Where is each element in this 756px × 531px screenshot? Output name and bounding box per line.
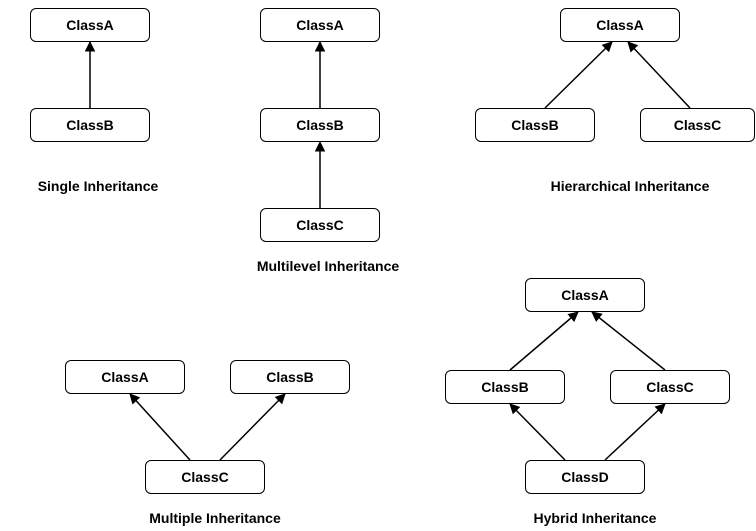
hybrid-class-c: ClassC: [610, 370, 730, 404]
node-label: ClassC: [646, 379, 693, 395]
multiple-class-b: ClassB: [230, 360, 350, 394]
node-label: ClassB: [296, 117, 343, 133]
hierarchical-class-a: ClassA: [560, 8, 680, 42]
node-label: ClassC: [296, 217, 343, 233]
single-caption: Single Inheritance: [18, 178, 178, 194]
node-label: ClassA: [296, 17, 343, 33]
node-label: ClassA: [561, 287, 608, 303]
multilevel-class-c: ClassC: [260, 208, 380, 242]
hybrid-class-a: ClassA: [525, 278, 645, 312]
node-label: ClassA: [596, 17, 643, 33]
hybrid-caption: Hybrid Inheritance: [510, 510, 680, 526]
hierarchical-caption: Hierarchical Inheritance: [530, 178, 730, 194]
diagram-canvas: ClassA ClassB Single Inheritance ClassA …: [0, 0, 756, 531]
multilevel-class-b: ClassB: [260, 108, 380, 142]
multiple-class-c: ClassC: [145, 460, 265, 494]
node-label: ClassB: [266, 369, 313, 385]
single-class-a: ClassA: [30, 8, 150, 42]
hierarchical-class-b: ClassB: [475, 108, 595, 142]
hybrid-class-d: ClassD: [525, 460, 645, 494]
node-label: ClassA: [101, 369, 148, 385]
node-label: ClassC: [674, 117, 721, 133]
node-label: ClassA: [66, 17, 113, 33]
node-label: ClassC: [181, 469, 228, 485]
node-label: ClassD: [561, 469, 608, 485]
hierarchical-class-c: ClassC: [640, 108, 755, 142]
multiple-caption: Multiple Inheritance: [130, 510, 300, 526]
multilevel-class-a: ClassA: [260, 8, 380, 42]
multiple-class-a: ClassA: [65, 360, 185, 394]
multilevel-caption: Multilevel Inheritance: [238, 258, 418, 274]
node-label: ClassB: [481, 379, 528, 395]
node-label: ClassB: [66, 117, 113, 133]
single-class-b: ClassB: [30, 108, 150, 142]
node-label: ClassB: [511, 117, 558, 133]
hybrid-class-b: ClassB: [445, 370, 565, 404]
